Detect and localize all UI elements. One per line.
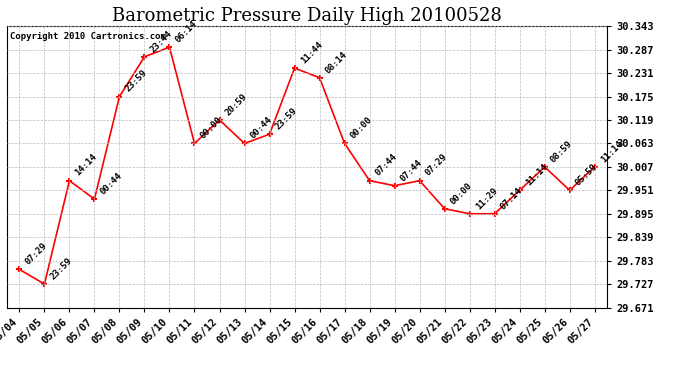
Text: 07:44: 07:44: [399, 158, 424, 183]
Text: 23:44: 23:44: [148, 28, 174, 54]
Text: 07:29: 07:29: [424, 153, 449, 178]
Text: 00:00: 00:00: [448, 181, 474, 206]
Text: 20:59: 20:59: [224, 92, 249, 117]
Text: 11:14: 11:14: [599, 139, 624, 164]
Text: 14:14: 14:14: [74, 153, 99, 178]
Text: 11:14: 11:14: [524, 162, 549, 188]
Text: 00:44: 00:44: [99, 171, 124, 196]
Text: 23:59: 23:59: [274, 106, 299, 132]
Text: 00:44: 00:44: [248, 115, 274, 141]
Text: 07:29: 07:29: [23, 241, 49, 267]
Text: 00:00: 00:00: [199, 115, 224, 141]
Text: 11:44: 11:44: [299, 40, 324, 65]
Text: 08:59: 08:59: [549, 139, 574, 164]
Text: 05:59: 05:59: [574, 162, 599, 188]
Text: 00:00: 00:00: [348, 115, 374, 141]
Text: 11:29: 11:29: [474, 186, 499, 211]
Text: 07:44: 07:44: [374, 153, 399, 178]
Text: 23:59: 23:59: [124, 68, 149, 94]
Text: 07:14: 07:14: [499, 186, 524, 211]
Text: 23:59: 23:59: [48, 256, 74, 281]
Text: 06:14: 06:14: [174, 19, 199, 44]
Text: Copyright 2010 Cartronics.com: Copyright 2010 Cartronics.com: [10, 32, 166, 41]
Title: Barometric Pressure Daily High 20100528: Barometric Pressure Daily High 20100528: [112, 7, 502, 25]
Text: 08:14: 08:14: [324, 50, 349, 75]
